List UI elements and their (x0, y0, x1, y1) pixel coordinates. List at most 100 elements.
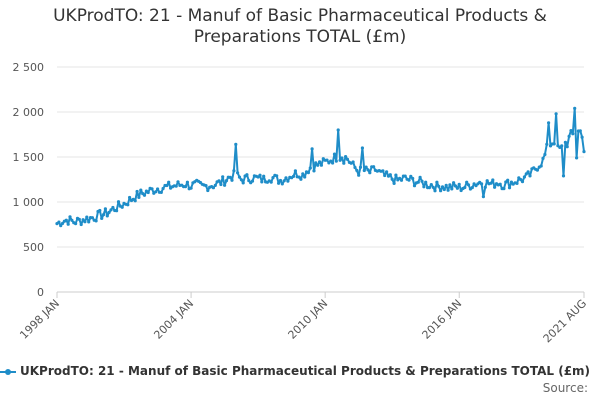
data-point (105, 214, 109, 218)
data-point (344, 155, 348, 159)
data-point (547, 121, 551, 125)
chart-title-line-2: Preparations TOTAL (£m) (193, 27, 407, 47)
data-point (213, 183, 217, 187)
data-point (87, 220, 91, 224)
data-point (439, 189, 443, 193)
data-point (437, 184, 441, 188)
y-tick-label: 1 500 (13, 151, 45, 164)
data-point (411, 176, 415, 181)
data-point (502, 187, 506, 191)
data-point (545, 142, 549, 146)
data-point (316, 163, 320, 167)
data-point (277, 181, 281, 185)
data-point (353, 165, 357, 170)
data-point (452, 181, 456, 185)
data-point (569, 129, 573, 133)
data-point (573, 106, 577, 110)
data-point (491, 178, 495, 182)
data-point (217, 179, 221, 183)
data-point (57, 220, 61, 224)
data-point (420, 179, 424, 183)
data-point (247, 179, 251, 183)
data-point (280, 182, 284, 186)
data-point (156, 187, 160, 191)
data-point (470, 186, 474, 190)
data-point (506, 178, 510, 182)
data-point (115, 209, 119, 213)
data-point (360, 146, 364, 150)
y-tick-label: 500 (23, 241, 44, 254)
data-point (457, 182, 461, 186)
data-point (444, 183, 448, 187)
data-point (440, 185, 445, 189)
data-point (442, 187, 446, 192)
data-point (103, 207, 107, 211)
data-point (498, 182, 502, 186)
data-point (128, 195, 132, 200)
data-point (98, 208, 102, 213)
data-point (466, 183, 471, 187)
data-point (336, 128, 340, 132)
data-point (535, 168, 540, 172)
data-point (260, 180, 264, 184)
data-point (107, 210, 111, 214)
data-point (340, 156, 344, 160)
data-point (291, 174, 296, 178)
y-tick-label: 0 (37, 286, 44, 299)
x-tick-label: 2010 JAN (286, 297, 331, 342)
data-point (433, 189, 437, 193)
data-point (385, 170, 389, 174)
data-point (174, 184, 178, 188)
data-point (135, 189, 139, 194)
data-point (338, 158, 342, 162)
data-point (526, 170, 530, 174)
data-point (116, 200, 121, 204)
data-point (446, 188, 450, 192)
data-point (102, 213, 106, 217)
data-point (308, 166, 312, 170)
data-point (465, 180, 469, 184)
data-point (85, 215, 89, 219)
data-point (299, 177, 303, 181)
data-point (142, 193, 147, 197)
data-point (133, 199, 137, 203)
data-point (325, 158, 329, 162)
data-point (310, 147, 314, 151)
data-point (345, 157, 350, 161)
data-point (563, 140, 568, 144)
data-point (366, 168, 370, 172)
data-point (489, 181, 493, 185)
data-point (66, 222, 70, 226)
data-point (159, 190, 163, 194)
data-point (120, 205, 124, 209)
data-point (137, 195, 141, 199)
data-point (407, 178, 411, 182)
data-point (139, 188, 143, 192)
data-point (230, 178, 234, 182)
x-tick-label: 2021 AUG (541, 297, 590, 346)
legend-series-label: UKProdTO: 21 - Manuf of Basic Pharmaceut… (20, 364, 591, 378)
data-point (234, 142, 238, 146)
data-point (79, 222, 83, 227)
data-point (232, 169, 236, 173)
data-point (77, 217, 81, 221)
data-point (204, 184, 208, 188)
data-point (258, 173, 262, 177)
data-point (357, 173, 361, 177)
data-point (351, 160, 355, 164)
data-point (372, 165, 376, 169)
data-point (381, 169, 385, 173)
data-point (422, 185, 426, 189)
data-point (403, 174, 407, 178)
data-point (109, 208, 113, 212)
data-point (409, 174, 413, 178)
data-point (362, 168, 366, 173)
data-point (176, 180, 180, 184)
data-point (262, 174, 266, 178)
data-point (297, 175, 301, 179)
data-point (111, 205, 115, 210)
data-point (481, 195, 485, 199)
data-point (223, 183, 227, 187)
legend[interactable]: UKProdTO: 21 - Manuf of Basic Pharmaceut… (0, 364, 600, 378)
data-point (463, 185, 467, 190)
